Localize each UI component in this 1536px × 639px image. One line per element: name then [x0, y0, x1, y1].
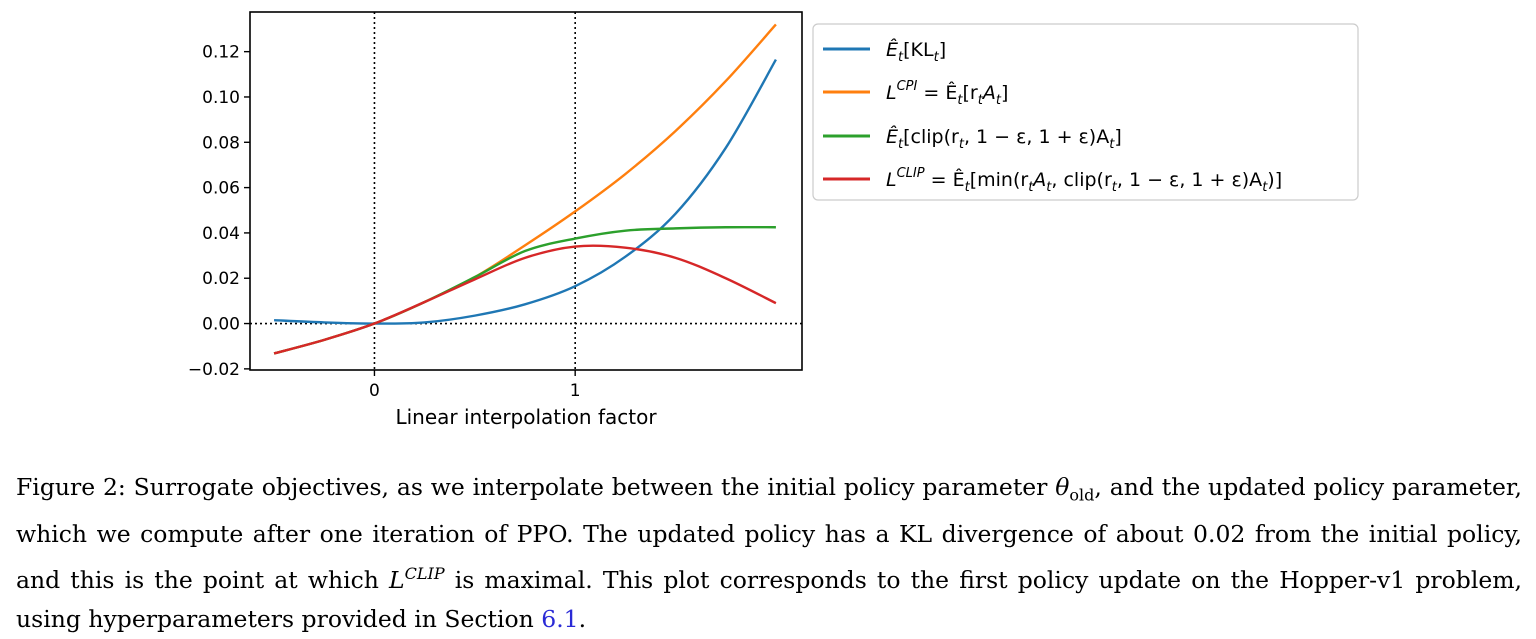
y-tick-label: 0.00 — [202, 315, 240, 335]
caption-end: . — [578, 604, 587, 633]
legend-label-lclip: LCLIP = Êt[min(rtAt, clip(rt, 1 − ε, 1 +… — [886, 166, 1282, 195]
caption-text-2: , and the updated policy parameter, whic… — [16, 473, 1522, 594]
x-tick-label: 0 — [369, 381, 380, 401]
kl-series — [274, 58, 777, 325]
legend-label-kl: Êt[KLt] — [886, 38, 946, 65]
legend-frame — [812, 23, 1359, 201]
legend-label-clip: Êt[clip(rt, 1 − ε, 1 + ε)At] — [886, 125, 1122, 152]
caption-theta-subscript: old — [1069, 485, 1095, 505]
y-axis: −0.02 0.00 0.02 0.04 0.06 0.08 0.10 0.12 — [188, 43, 250, 380]
figure-caption: Figure 2: Surrogate objectives, as we in… — [16, 468, 1522, 639]
y-tick-label: 0.12 — [202, 43, 240, 63]
x-tick-label: 1 — [570, 381, 581, 401]
axes-frame — [249, 11, 803, 371]
caption-theta: θ — [1055, 473, 1070, 501]
x-axis-title: Linear interpolation factor — [395, 405, 657, 429]
y-tick-label: 0.04 — [202, 224, 240, 244]
caption-text-3: is maximal. This plot corresponds to the… — [16, 565, 1522, 633]
reference-lines — [250, 12, 802, 370]
y-tick-label: 0.10 — [202, 88, 240, 108]
series-lines — [273, 23, 777, 355]
caption-lclip: L — [389, 565, 405, 594]
caption-lclip-superscript: CLIP — [404, 563, 445, 583]
y-tick-label: 0.06 — [202, 179, 240, 199]
lclip-series — [273, 244, 777, 355]
caption-text-1: Figure 2: Surrogate objectives, as we in… — [16, 473, 1056, 501]
legend: Êt[KLt] LCPI = Êt[rtAt] Êt[clip(rt, 1 − … — [812, 23, 1359, 201]
y-tick-label: −0.02 — [188, 360, 240, 380]
section-reference-link[interactable]: 6.1 — [541, 604, 579, 633]
y-tick-label: 0.02 — [202, 269, 240, 289]
y-tick-label: 0.08 — [202, 133, 240, 153]
legend-label-lcpi: LCPI = Êt[rtAt] — [886, 79, 1008, 108]
